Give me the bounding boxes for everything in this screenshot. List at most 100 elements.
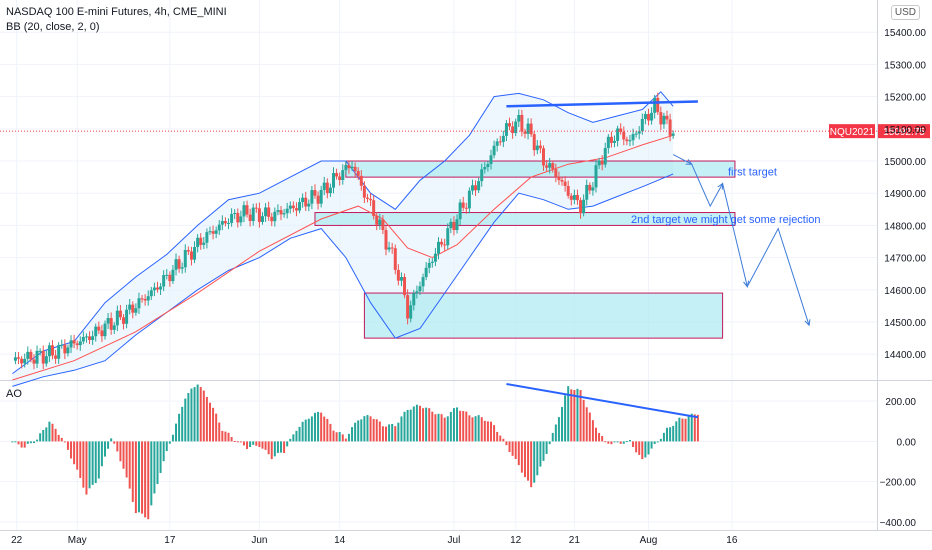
candle-body (427, 262, 431, 268)
candle-body (304, 197, 308, 207)
ao-bar (103, 441, 106, 457)
candle-body (57, 344, 61, 359)
candle-body (628, 140, 632, 142)
ao-bar (301, 421, 304, 442)
ao-bar (292, 434, 295, 442)
ao-bar (530, 441, 533, 488)
ao-bar (656, 441, 659, 443)
candle-body (91, 336, 95, 340)
candle-body (381, 219, 385, 231)
ao-bar (270, 441, 273, 460)
candle-body (94, 326, 98, 337)
candle-body (662, 115, 666, 125)
ao-bar (341, 434, 344, 442)
ao-bar (647, 441, 650, 455)
candle-body (106, 318, 110, 324)
time-tick-label: Aug (640, 535, 658, 546)
candle-body (344, 165, 348, 171)
candle-body (347, 165, 351, 169)
ao-bar (499, 435, 502, 442)
candle-body (122, 317, 126, 324)
ao-bar (88, 441, 91, 489)
ao-bar (508, 441, 511, 453)
time-tick-label: May (68, 535, 87, 546)
candle-body (625, 139, 629, 142)
candle-body (591, 187, 595, 191)
price-trendline (506, 100, 698, 108)
candle-body (162, 275, 166, 287)
ao-bar (153, 441, 156, 494)
ao-bar (598, 433, 601, 442)
ao-bar (73, 441, 76, 465)
candle-body (288, 205, 292, 209)
candle-body (251, 207, 255, 222)
ao-bar (221, 430, 224, 442)
ao-bar (193, 387, 196, 442)
ao-bar (150, 441, 153, 506)
candle-body (369, 198, 373, 201)
ao-bar (601, 436, 604, 442)
ao-bar (338, 432, 341, 442)
ao-bar (545, 441, 548, 454)
ao-bar (45, 427, 48, 442)
ao-bar (394, 426, 397, 442)
ao-bar (212, 407, 215, 442)
ao-bar (181, 406, 184, 442)
candle-body (322, 182, 326, 190)
ao-bar (224, 431, 227, 442)
price-tick-label: 14600.00 (884, 286, 926, 297)
ao-bar (672, 425, 675, 442)
ao-bar (165, 441, 168, 452)
price-tick-label: 14800.00 (884, 221, 926, 232)
candle-body (390, 247, 394, 249)
ao-bar (527, 441, 530, 481)
candle-body (585, 184, 589, 200)
ao-bar (76, 441, 79, 470)
candle-body (41, 350, 45, 364)
ao-bar (110, 438, 113, 442)
candle-body (298, 202, 302, 211)
candle-body (446, 228, 450, 246)
ao-bar (582, 399, 585, 442)
ao-bar (23, 441, 26, 448)
ao-bar (310, 416, 313, 442)
ao-bar (233, 440, 236, 442)
ao-bar (493, 425, 496, 442)
candle-body (443, 244, 447, 246)
candle-body (152, 287, 156, 291)
ao-bar (684, 418, 687, 442)
ao-bar (289, 438, 292, 442)
last-price-value: 15092.75 (883, 127, 925, 138)
candle-body (452, 221, 456, 231)
ao-bar (131, 441, 134, 502)
candle-body (100, 330, 104, 337)
price-tick-label: 15300.00 (884, 60, 926, 71)
ao-bar (79, 441, 82, 478)
candle-body (313, 190, 317, 196)
candle-body (165, 274, 169, 276)
candle-body (514, 121, 518, 134)
ao-bar (14, 441, 17, 443)
candle-body (665, 115, 669, 120)
candle-body (489, 155, 493, 165)
candle-body (560, 180, 564, 182)
ao-bar (496, 431, 499, 442)
ao-bar (385, 426, 388, 442)
ao-bar (523, 441, 526, 478)
candle-body (233, 212, 237, 215)
ao-bar (650, 441, 653, 449)
candle-body (375, 215, 379, 225)
bollinger-lower-line (12, 173, 674, 387)
ao-bar (431, 411, 434, 442)
ao-bar (570, 389, 573, 442)
candle-body (270, 216, 274, 222)
candle-body (384, 230, 388, 250)
candle-body (440, 241, 444, 245)
candle-body (433, 253, 437, 262)
candle-body (47, 345, 51, 357)
candle-body (637, 131, 641, 134)
currency-badge[interactable]: USD (890, 5, 920, 20)
ao-bar (97, 441, 100, 479)
ao-bar (363, 416, 366, 442)
